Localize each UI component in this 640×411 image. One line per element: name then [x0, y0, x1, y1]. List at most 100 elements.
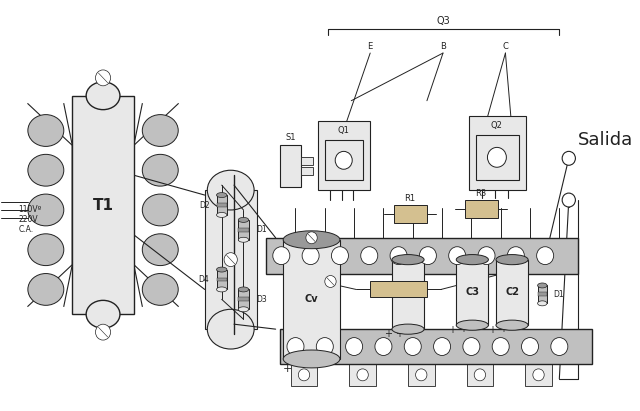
- Bar: [394, 205, 427, 223]
- Text: Cv: Cv: [305, 294, 318, 305]
- Ellipse shape: [392, 254, 424, 265]
- Ellipse shape: [28, 115, 64, 146]
- Ellipse shape: [283, 350, 340, 368]
- Circle shape: [224, 253, 237, 267]
- Text: D2: D2: [199, 201, 209, 210]
- Circle shape: [404, 337, 421, 356]
- Text: S1: S1: [285, 133, 296, 142]
- Circle shape: [306, 232, 317, 244]
- Ellipse shape: [392, 324, 424, 334]
- Ellipse shape: [86, 82, 120, 110]
- Ellipse shape: [238, 287, 249, 292]
- Text: +: +: [499, 324, 507, 334]
- Circle shape: [562, 193, 575, 207]
- Bar: [216, 277, 227, 282]
- Text: D3: D3: [256, 295, 266, 304]
- Ellipse shape: [142, 234, 178, 266]
- Circle shape: [332, 247, 348, 265]
- Bar: [238, 228, 249, 232]
- Circle shape: [325, 275, 336, 287]
- Ellipse shape: [216, 193, 227, 198]
- Text: D1: D1: [554, 290, 564, 299]
- Circle shape: [346, 337, 363, 356]
- Circle shape: [488, 148, 506, 167]
- Bar: [266, 238, 579, 274]
- Circle shape: [508, 247, 524, 265]
- Circle shape: [533, 369, 544, 381]
- Ellipse shape: [207, 170, 254, 210]
- Text: R2: R2: [393, 299, 404, 308]
- Text: Salida: Salida: [579, 132, 634, 150]
- Bar: [325, 141, 363, 180]
- Circle shape: [335, 151, 352, 169]
- Circle shape: [302, 247, 319, 265]
- Bar: [283, 240, 340, 359]
- Circle shape: [551, 337, 568, 356]
- Circle shape: [357, 369, 368, 381]
- Ellipse shape: [216, 212, 227, 217]
- Ellipse shape: [538, 301, 547, 306]
- Circle shape: [492, 337, 509, 356]
- Ellipse shape: [28, 234, 64, 266]
- Circle shape: [287, 337, 304, 356]
- Bar: [496, 260, 528, 325]
- Ellipse shape: [283, 231, 340, 249]
- Bar: [467, 364, 493, 386]
- Bar: [392, 260, 424, 329]
- Text: C.A.: C.A.: [19, 225, 33, 234]
- Bar: [349, 364, 376, 386]
- Text: R1: R1: [404, 194, 415, 203]
- Bar: [525, 364, 552, 386]
- Ellipse shape: [142, 274, 178, 305]
- Bar: [456, 260, 488, 325]
- Bar: [465, 200, 498, 218]
- Text: Q3: Q3: [436, 16, 451, 26]
- Ellipse shape: [142, 194, 178, 226]
- Ellipse shape: [496, 254, 528, 265]
- Text: E: E: [367, 42, 373, 51]
- Ellipse shape: [142, 155, 178, 186]
- Circle shape: [390, 247, 407, 265]
- Bar: [301, 167, 312, 175]
- Bar: [216, 270, 227, 289]
- Text: T1: T1: [93, 198, 113, 212]
- Circle shape: [433, 337, 451, 356]
- Text: B: B: [440, 42, 446, 51]
- Bar: [216, 195, 227, 215]
- Bar: [470, 115, 526, 190]
- Text: C1: C1: [401, 289, 415, 299]
- Circle shape: [478, 247, 495, 265]
- Bar: [238, 220, 249, 240]
- Ellipse shape: [456, 254, 488, 265]
- Ellipse shape: [216, 287, 227, 292]
- Ellipse shape: [456, 320, 488, 330]
- Circle shape: [361, 247, 378, 265]
- Ellipse shape: [28, 274, 64, 305]
- Circle shape: [562, 151, 575, 165]
- Text: C2: C2: [505, 287, 519, 298]
- Text: R3: R3: [476, 189, 486, 198]
- Circle shape: [273, 247, 290, 265]
- Bar: [301, 157, 312, 165]
- Text: C3: C3: [465, 287, 479, 298]
- Text: D4: D4: [198, 275, 209, 284]
- Ellipse shape: [28, 155, 64, 186]
- Bar: [291, 364, 317, 386]
- Bar: [238, 298, 249, 301]
- Bar: [318, 120, 370, 190]
- Ellipse shape: [142, 115, 178, 146]
- Text: +: +: [395, 329, 403, 339]
- Ellipse shape: [538, 283, 547, 288]
- Text: +: +: [449, 325, 456, 335]
- Text: +: +: [488, 325, 496, 335]
- Ellipse shape: [28, 194, 64, 226]
- Text: +: +: [384, 329, 392, 339]
- Ellipse shape: [207, 309, 254, 349]
- Bar: [370, 282, 427, 298]
- Text: D1: D1: [256, 225, 266, 234]
- Ellipse shape: [216, 267, 227, 272]
- Ellipse shape: [238, 237, 249, 242]
- Circle shape: [298, 369, 310, 381]
- Bar: [538, 292, 547, 296]
- Text: C: C: [502, 42, 508, 51]
